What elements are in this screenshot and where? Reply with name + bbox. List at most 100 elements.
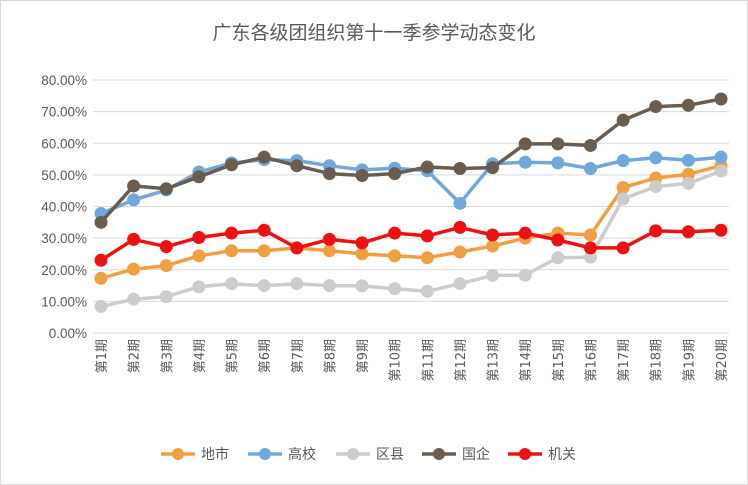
x-tick-label: 第14期 bbox=[519, 339, 534, 382]
x-tick-label: 第2期 bbox=[128, 339, 143, 373]
data-point bbox=[616, 241, 630, 255]
data-point bbox=[192, 280, 206, 294]
data-point bbox=[551, 233, 565, 247]
grid-layer bbox=[93, 79, 729, 334]
data-point bbox=[159, 259, 173, 273]
data-point bbox=[453, 162, 467, 176]
data-point bbox=[322, 232, 336, 246]
x-tick-label: 第13期 bbox=[487, 339, 502, 382]
data-point bbox=[681, 98, 695, 112]
x-tick-label: 第18期 bbox=[650, 339, 665, 382]
series-layer bbox=[94, 92, 728, 313]
data-point bbox=[355, 169, 369, 183]
x-tick-label: 第7期 bbox=[291, 339, 306, 373]
data-point bbox=[225, 244, 239, 258]
x-tick-label: 第5期 bbox=[226, 339, 241, 373]
x-tick-label: 第11期 bbox=[421, 339, 436, 382]
data-point bbox=[583, 138, 597, 152]
legend-item: 国企 bbox=[422, 446, 490, 463]
legend-label: 地市 bbox=[201, 446, 229, 463]
data-point bbox=[714, 164, 728, 178]
data-point bbox=[127, 232, 141, 246]
x-tick-label: 第10期 bbox=[389, 339, 404, 382]
data-point bbox=[225, 277, 239, 291]
data-point bbox=[355, 279, 369, 293]
data-point bbox=[94, 271, 108, 285]
data-point bbox=[649, 151, 663, 165]
x-tick-label: 第9期 bbox=[356, 339, 371, 373]
y-tick-label: 10.00% bbox=[41, 294, 87, 309]
data-point bbox=[518, 155, 532, 169]
data-point bbox=[257, 244, 271, 258]
data-point bbox=[192, 249, 206, 263]
data-point bbox=[616, 181, 630, 195]
data-point bbox=[714, 150, 728, 164]
data-point bbox=[420, 160, 434, 174]
data-point bbox=[616, 192, 630, 206]
series-3 bbox=[94, 164, 728, 313]
data-point bbox=[551, 156, 565, 170]
data-point bbox=[388, 249, 402, 263]
data-point bbox=[453, 245, 467, 259]
y-tick-label: 50.00% bbox=[41, 168, 87, 183]
data-point bbox=[583, 162, 597, 176]
x-tick-label: 第4期 bbox=[193, 339, 208, 373]
y-tick-label: 20.00% bbox=[41, 263, 87, 278]
legend-item: 地市 bbox=[161, 446, 229, 463]
legend-item: 机关 bbox=[508, 447, 576, 463]
data-point bbox=[257, 223, 271, 237]
data-point bbox=[681, 225, 695, 239]
y-tick-label: 60.00% bbox=[41, 136, 87, 151]
data-point bbox=[453, 220, 467, 234]
x-tick-label: 第8期 bbox=[323, 339, 338, 373]
data-point bbox=[518, 226, 532, 240]
data-point bbox=[518, 137, 532, 151]
data-point bbox=[714, 92, 728, 106]
x-tick-label: 第3期 bbox=[160, 339, 175, 373]
legend-swatch-marker bbox=[433, 448, 445, 460]
data-point bbox=[94, 299, 108, 313]
data-point bbox=[159, 182, 173, 196]
data-point bbox=[616, 113, 630, 127]
data-point bbox=[486, 228, 500, 242]
x-tick-label: 第12期 bbox=[454, 339, 469, 382]
data-point bbox=[453, 196, 467, 210]
x-tick-label: 第19期 bbox=[682, 339, 697, 382]
data-point bbox=[290, 241, 304, 255]
data-point bbox=[322, 279, 336, 293]
data-point bbox=[322, 244, 336, 258]
y-tick-label: 0.00% bbox=[49, 326, 87, 341]
legend-label: 区县 bbox=[376, 447, 404, 463]
data-point bbox=[420, 251, 434, 265]
data-point bbox=[486, 268, 500, 282]
data-point bbox=[681, 167, 695, 181]
data-point bbox=[649, 100, 663, 114]
data-point bbox=[127, 292, 141, 306]
data-point bbox=[583, 250, 597, 264]
data-point bbox=[355, 247, 369, 261]
data-point bbox=[583, 241, 597, 255]
series-5 bbox=[94, 220, 728, 267]
data-point bbox=[127, 179, 141, 193]
legend-swatch-marker bbox=[519, 448, 531, 460]
data-point bbox=[322, 167, 336, 181]
y-tick-label: 30.00% bbox=[41, 231, 87, 246]
y-axis-ticks: 0.00% 10.00% 20.00% 30.00% 40.00% 50.00% 60.00… bbox=[41, 73, 87, 341]
data-point bbox=[290, 277, 304, 291]
y-tick-label: 80.00% bbox=[41, 73, 87, 88]
data-point bbox=[388, 282, 402, 296]
data-point bbox=[714, 223, 728, 237]
series-4 bbox=[94, 92, 728, 229]
data-point bbox=[649, 224, 663, 238]
data-point bbox=[388, 226, 402, 240]
legend-item: 高校 bbox=[248, 446, 316, 463]
data-point bbox=[192, 170, 206, 184]
x-tick-label: 第6期 bbox=[258, 339, 273, 373]
data-point bbox=[94, 215, 108, 229]
data-point bbox=[681, 176, 695, 190]
data-point bbox=[486, 161, 500, 175]
legend: 地市 高校 区县 国企 机关 bbox=[161, 446, 576, 463]
data-point bbox=[681, 153, 695, 167]
